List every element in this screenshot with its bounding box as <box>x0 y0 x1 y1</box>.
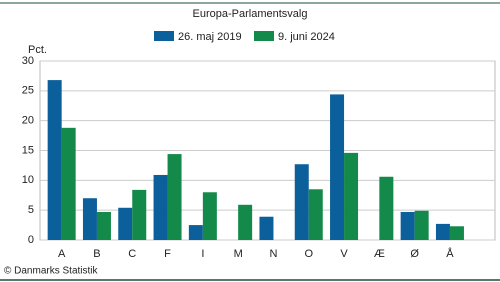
bar <box>379 176 394 240</box>
x-tick-label: A <box>58 248 66 260</box>
bar <box>344 152 359 240</box>
y-tick-label: 30 <box>22 55 34 67</box>
bar <box>435 223 450 240</box>
bar <box>294 164 309 240</box>
y-tick-label: 5 <box>28 204 34 216</box>
legend-swatch <box>254 31 274 41</box>
x-tick-label: Æ <box>374 248 385 260</box>
bar <box>118 207 133 240</box>
bar <box>202 192 217 240</box>
y-tick-label: 25 <box>22 85 34 97</box>
x-tick-label: O <box>304 248 313 260</box>
x-tick-label: V <box>340 248 348 260</box>
bar <box>61 127 76 240</box>
bar <box>96 211 111 240</box>
bar <box>153 174 168 240</box>
legend-label: 26. maj 2019 <box>178 31 242 43</box>
bar <box>238 204 253 240</box>
bar <box>414 210 429 240</box>
x-tick-label: C <box>128 248 136 260</box>
bar <box>449 226 464 240</box>
legend-swatch <box>154 31 174 41</box>
y-axis-label: Pct. <box>28 44 47 56</box>
y-tick-label: 10 <box>22 174 34 186</box>
source: © Danmarks Statistik <box>4 266 99 277</box>
x-tick-label: Ø <box>410 248 419 260</box>
y-tick-label: 20 <box>22 115 34 127</box>
x-tick-label: B <box>93 248 100 260</box>
x-tick-label: N <box>269 248 277 260</box>
bar <box>259 216 274 240</box>
bar <box>167 154 182 240</box>
bar <box>82 198 97 240</box>
bar <box>188 225 203 240</box>
bar <box>47 80 62 241</box>
x-tick-label: Å <box>446 247 454 260</box>
x-tick-label: I <box>201 248 204 260</box>
bar <box>308 189 323 240</box>
chart-title: Europa-Parlamentsvalg <box>193 8 308 20</box>
x-tick-label: F <box>164 248 171 260</box>
y-tick-label: 15 <box>22 144 34 156</box>
bar <box>132 189 147 240</box>
bar <box>330 94 345 240</box>
x-tick-label: M <box>234 248 243 260</box>
y-tick-label: 0 <box>28 234 34 246</box>
legend-label: 9. juni 2024 <box>278 31 335 43</box>
bar <box>400 211 415 240</box>
